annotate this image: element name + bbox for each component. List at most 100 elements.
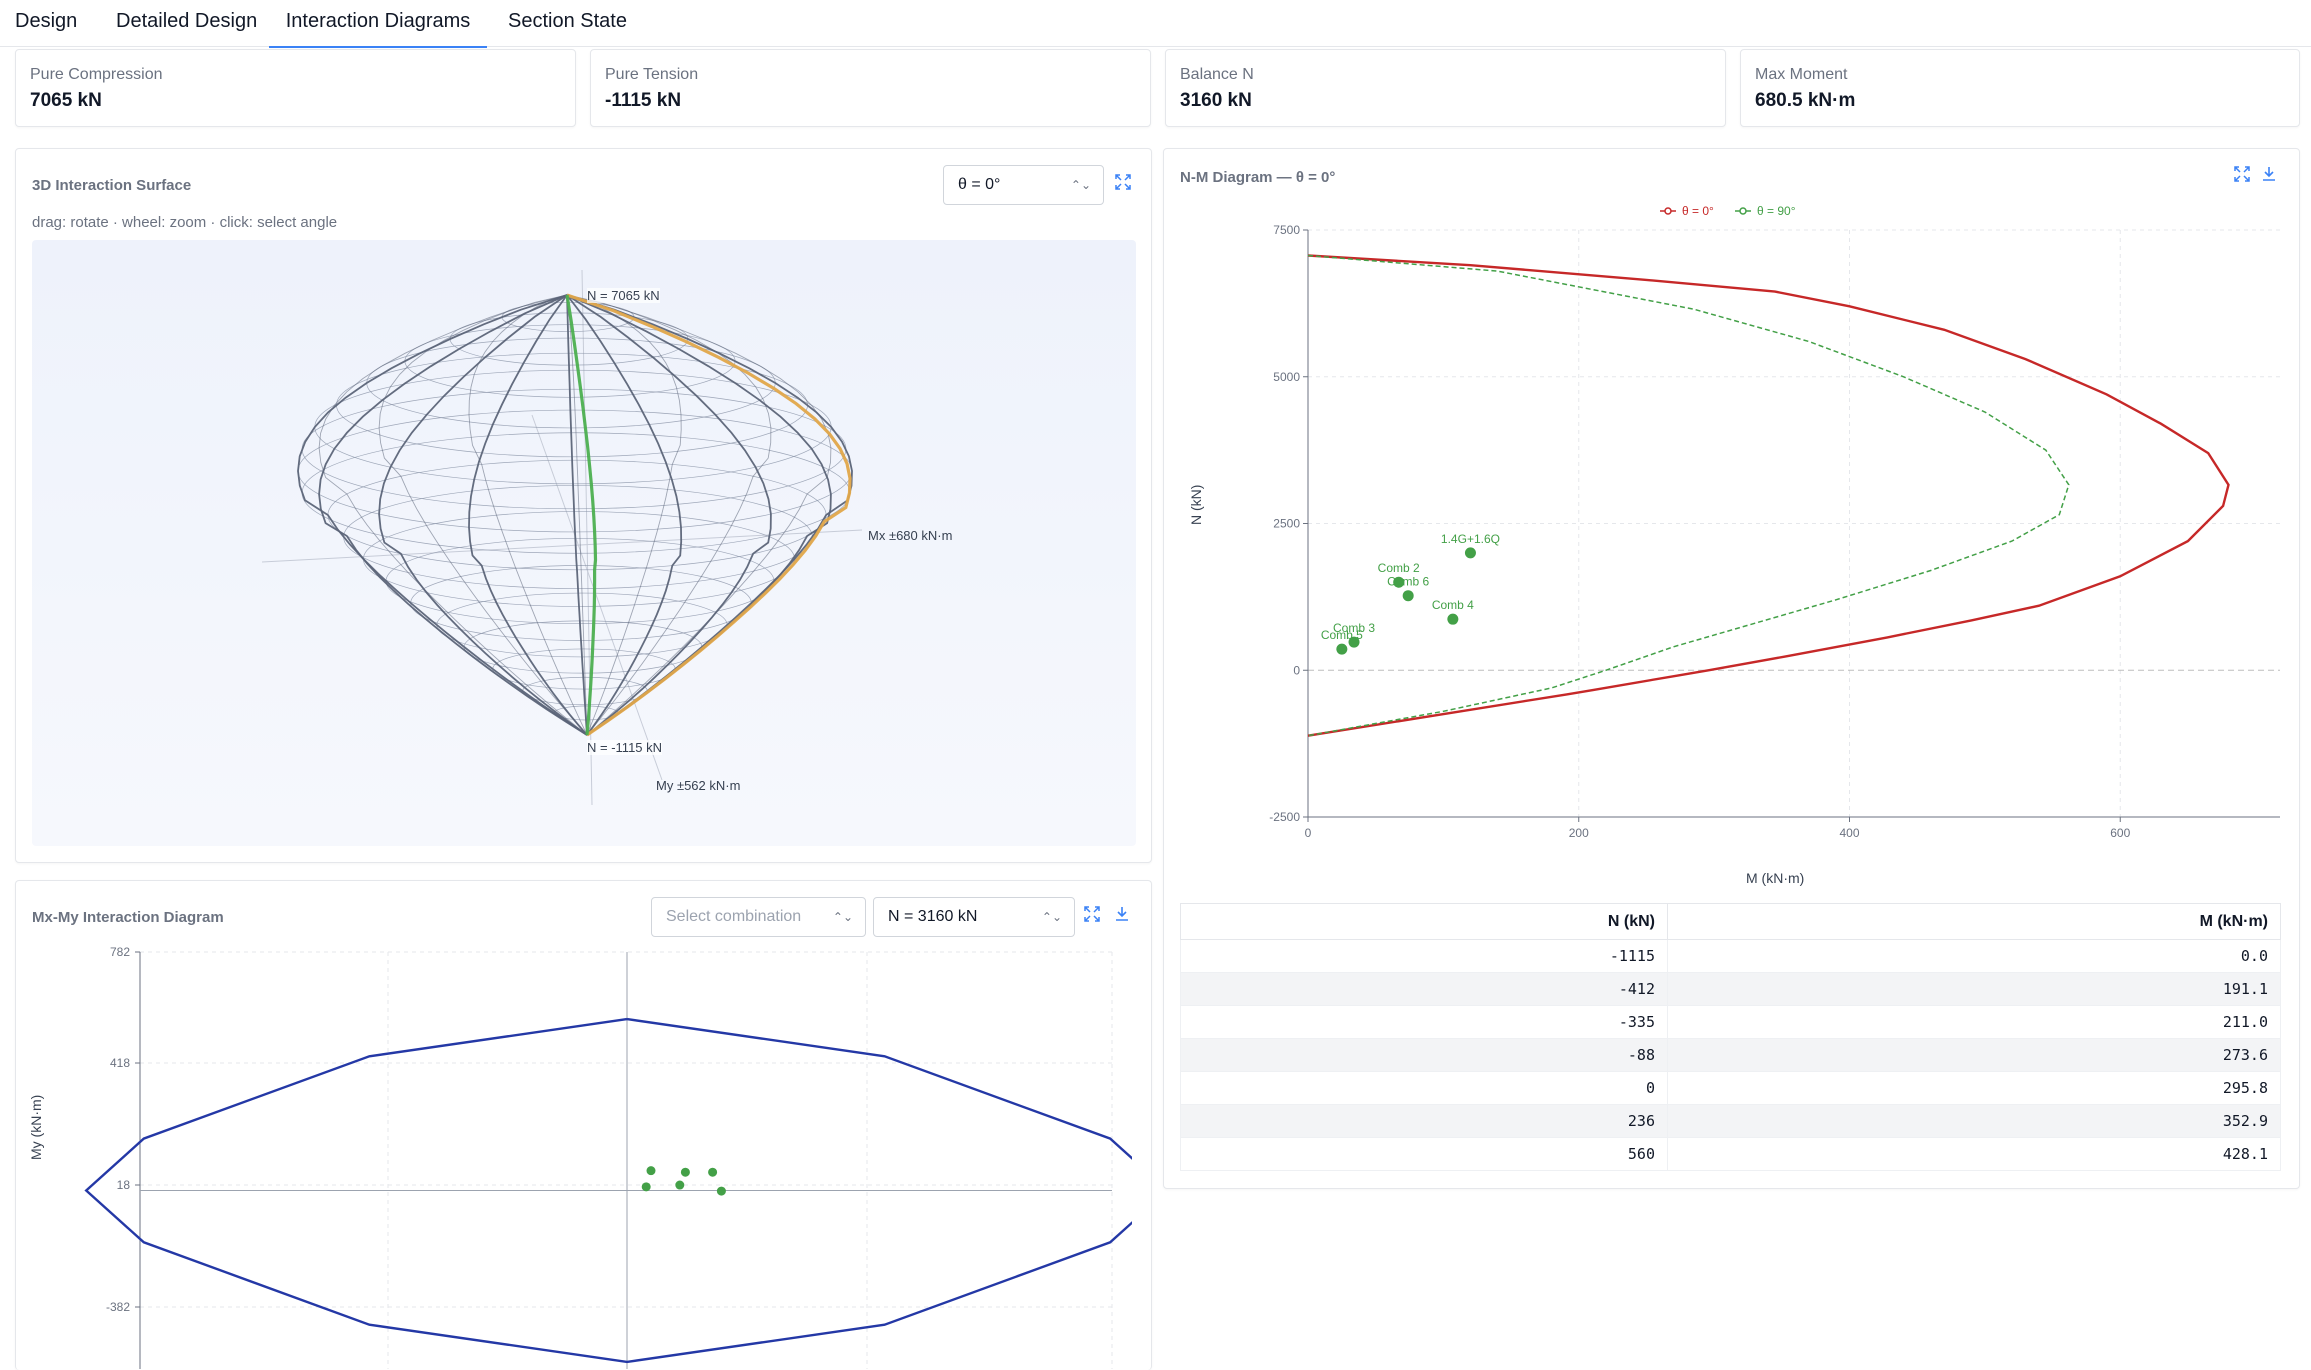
legend-entry: θ = 90° [1757,204,1796,218]
tab-design[interactable]: Design [15,10,78,32]
nm-xlabel: M (kN·m) [1746,870,1805,886]
updown-chevron-icon: ⌃⌄ [1070,178,1091,192]
combination-point [1402,590,1414,602]
x-tick-label: 600 [2110,826,2130,840]
updown-chevron-icon: ⌃⌄ [1041,910,1062,924]
angle-select[interactable]: θ = 0° ⌃⌄ [943,165,1104,205]
cell-n: -1115 [1180,939,1668,973]
surface-meridian [566,294,853,736]
cell-m: 0.0 [1667,939,2281,973]
x-tick-label: 400 [1839,826,1859,840]
legend-entry: θ = 0° [1682,204,1714,218]
surface-viewer[interactable]: N = 7065 kN N = -1115 kN Mx ±680 kN·m My… [32,240,1136,846]
table-row: 236 352.9 [1180,1104,2281,1138]
tab-detailed-design[interactable]: Detailed Design [116,10,258,32]
cell-m: 191.1 [1667,972,2281,1006]
surface-meridian [468,294,588,736]
surface-meridian [566,294,772,736]
surface-label-bottom: N = -1115 kN [587,740,663,755]
table-row: 560 428.1 [1180,1137,2281,1171]
combination-label: Comb 2 [1378,561,1420,575]
cell-m: 211.0 [1667,1005,2281,1039]
table-row: 883492.4 [1180,1170,2281,1171]
table-header-row: N (kN) M (kN·m) [1180,903,2281,940]
table-row: -88 273.6 [1180,1038,2281,1072]
stat-card-pure-compression: Pure Compression 7065 kN [15,49,576,127]
stat-label: Pure Compression [30,66,163,83]
download-icon[interactable] [2258,166,2280,188]
n-level-select-value: N = 3160 kN [888,908,978,925]
download-icon[interactable] [1111,906,1133,928]
tab-section-state[interactable]: Section State [508,10,627,32]
expand-icon[interactable] [2231,166,2253,188]
surface-hint: drag: rotate · wheel: zoom · click: sele… [32,214,338,231]
surface-meridian [297,294,588,736]
cell-n: -412 [1180,972,1668,1006]
stat-value: 680.5 kN·m [1755,90,1856,111]
cell-m: 273.6 [1667,1038,2281,1072]
interaction-surface-3d[interactable] [32,240,1136,846]
column-header-n[interactable]: N (kN) [1180,903,1668,940]
table-row: -335 211.0 [1180,1005,2281,1039]
y-tick-label: 7500 [1273,223,1300,237]
legend-marker [1664,207,1672,215]
n-axis-line [581,269,593,806]
series-line-theta-0 [1307,254,2230,737]
expand-icon[interactable] [1081,906,1103,928]
surface-meridian [566,294,832,736]
combination-select[interactable]: Select combination ⌃⌄ [651,897,866,937]
y-tick-label: 418 [110,1056,130,1070]
stat-value: -1115 kN [605,90,682,111]
cell-n: -88 [1180,1038,1668,1072]
combination-label: Comb 5 [1321,628,1363,642]
surface-meridian [566,294,683,736]
stat-card-balance-n: Balance N 3160 kN [1165,49,1726,127]
cell-n: -335 [1180,1005,1668,1039]
theta-0-meridian [566,293,852,737]
mxmy-chart[interactable]: 782 418 18 -382 [32,940,1132,1369]
expand-icon[interactable] [1112,174,1134,196]
y-tick-label: 0 [1293,663,1300,677]
table-row: -1115 0.0 [1180,939,2281,973]
cell-n: 560 [1180,1137,1668,1171]
cell-n: 236 [1180,1104,1668,1138]
surface-meridian [566,294,588,736]
surface-meridian [566,294,588,736]
mxmy-ylabel: My (kN·m) [28,1094,44,1160]
surface-label-top: N = 7065 kN [587,288,660,303]
n-level-select[interactable]: N = 3160 kN ⌃⌄ [873,897,1075,937]
combination-point [1393,576,1405,588]
y-tick-label: -382 [106,1300,130,1314]
combination-point [1464,547,1476,559]
combination-label: Comb 4 [1432,598,1474,612]
y-tick-label: 18 [117,1178,131,1192]
column-header-m[interactable]: M (kN·m) [1667,903,2281,940]
my-axis-line [531,414,663,781]
table-row: -412 191.1 [1180,972,2281,1006]
nm-title: N-M Diagram — θ = 0° [1180,169,1336,186]
surface-meridian [566,294,772,736]
nm-table-container[interactable]: N (kN) M (kN·m) -1115 0.0 -412 191.1 -335 211… [1180,903,2282,1171]
surface-meridian [318,294,588,736]
updown-chevron-icon: ⌃⌄ [832,910,853,924]
surface-meridian [378,294,588,736]
surface-meridian [566,294,832,736]
stat-label: Pure Tension [605,66,699,83]
combination-label: Comb 6 [1387,575,1429,589]
combination-point [708,1167,718,1177]
mxmy-title: Mx-My Interaction Diagram [32,909,224,926]
y-tick-label: 5000 [1273,370,1300,384]
y-tick-label: 2500 [1273,517,1300,531]
combination-point [1336,643,1348,655]
tab-interaction-diagrams[interactable]: Interaction Diagrams [269,0,487,48]
series-line-theta-90 [1307,254,2070,737]
stat-label: Max Moment [1755,66,1848,83]
surface-label-mx: Mx ±680 kN·m [868,528,953,543]
angle-select-value: θ = 0° [958,176,1001,193]
stat-card-max-moment: Max Moment 680.5 kN·m [1740,49,2300,127]
combination-point [1447,613,1459,625]
combination-select-placeholder: Select combination [666,908,802,925]
nm-ylabel: N (kN) [1188,484,1204,525]
surface-title: 3D Interaction Surface [32,177,192,194]
